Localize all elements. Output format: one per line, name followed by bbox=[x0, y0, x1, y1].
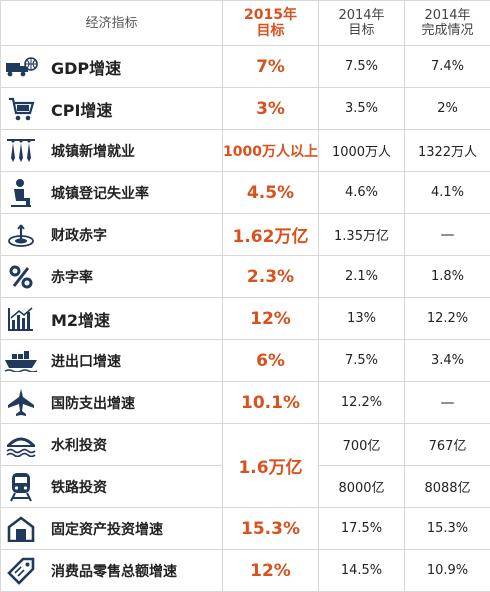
table-row: 国防支出增速 10.1% 12.2% — bbox=[1, 382, 490, 424]
target-2015-cell: 12% bbox=[223, 298, 319, 340]
target-2014-cell: 14.5% bbox=[319, 550, 405, 592]
actual-2014-cell: 1322万人 bbox=[405, 130, 490, 172]
shopping-cart-icon bbox=[1, 96, 41, 122]
bar-chart-icon bbox=[1, 306, 41, 332]
hanging-ties-icon bbox=[1, 137, 41, 165]
header-2015-target: 2015年 目标 bbox=[223, 1, 319, 46]
target-2015-cell: 3% bbox=[223, 88, 319, 130]
indicator-label: 水利投资 bbox=[41, 435, 107, 455]
actual-2014-cell: 7.4% bbox=[405, 46, 490, 88]
cargo-ship-icon bbox=[1, 350, 41, 372]
actual-2014-cell: 767亿 bbox=[405, 424, 490, 466]
truck-globe-icon bbox=[1, 55, 41, 79]
target-2015-cell: 15.3% bbox=[223, 508, 319, 550]
target-2014-cell: 13% bbox=[319, 298, 405, 340]
header-row: 经济指标 2015年 目标 2014年 目标 2014年 完成情况 bbox=[1, 1, 490, 46]
target-2014-cell: 1000万人 bbox=[319, 130, 405, 172]
factory-icon bbox=[1, 516, 41, 542]
actual-2014-cell: 8088亿 bbox=[405, 466, 490, 508]
indicator-label: 进出口增速 bbox=[41, 351, 121, 371]
table-row: M2增速 12% 13% 12.2% bbox=[1, 298, 490, 340]
target-2015-cell: 7% bbox=[223, 46, 319, 88]
table-row: 进出口增速 6% 7.5% 3.4% bbox=[1, 340, 490, 382]
table-row: 水利投资 1.6万亿 700亿 767亿 bbox=[1, 424, 490, 466]
table-row: GDP增速 7% 7.5% 7.4% bbox=[1, 46, 490, 88]
target-2014-cell: 12.2% bbox=[319, 382, 405, 424]
target-2014-cell: 7.5% bbox=[319, 340, 405, 382]
table-row: 消费品零售总额增速 12% 14.5% 10.9% bbox=[1, 550, 490, 592]
target-2015-cell: 4.5% bbox=[223, 172, 319, 214]
actual-2014-cell: 3.4% bbox=[405, 340, 490, 382]
target-2015-cell: 6% bbox=[223, 340, 319, 382]
table-row: 赤字率 2.3% 2.1% 1.8% bbox=[1, 256, 490, 298]
target-2014-cell: 7.5% bbox=[319, 46, 405, 88]
indicator-label: 固定资产投资增速 bbox=[41, 519, 163, 539]
target-2014-cell: 8000亿 bbox=[319, 466, 405, 508]
train-icon bbox=[1, 472, 41, 502]
sitting-person-icon bbox=[1, 178, 41, 208]
target-2015-cell: 1.62万亿 bbox=[223, 214, 319, 256]
indicator-label: 国防支出增速 bbox=[41, 393, 135, 413]
percent-icon bbox=[1, 265, 41, 289]
actual-2014-cell: — bbox=[405, 382, 490, 424]
table-row: 固定资产投资增速 15.3% 17.5% 15.3% bbox=[1, 508, 490, 550]
actual-2014-cell: 1.8% bbox=[405, 256, 490, 298]
indicator-label: M2增速 bbox=[41, 307, 110, 331]
indicator-label: 消费品零售总额增速 bbox=[41, 561, 177, 581]
target-2015-cell: 1000万人以上 bbox=[223, 130, 319, 172]
target-2015-cell: 12% bbox=[223, 550, 319, 592]
header-2014-actual: 2014年 完成情况 bbox=[405, 1, 490, 46]
target-2014-cell: 3.5% bbox=[319, 88, 405, 130]
table-row: 城镇新增就业 1000万人以上 1000万人 1322万人 bbox=[1, 130, 490, 172]
indicator-label: CPI增速 bbox=[41, 97, 112, 121]
target-arrow-icon bbox=[1, 222, 41, 248]
table-row: 财政赤字 1.62万亿 1.35万亿 — bbox=[1, 214, 490, 256]
target-2014-cell: 2.1% bbox=[319, 256, 405, 298]
actual-2014-cell: 10.9% bbox=[405, 550, 490, 592]
target-2014-cell: 700亿 bbox=[319, 424, 405, 466]
target-2015-cell: 10.1% bbox=[223, 382, 319, 424]
table-row: CPI增速 3% 3.5% 2% bbox=[1, 88, 490, 130]
header-2014-target: 2014年 目标 bbox=[319, 1, 405, 46]
target-2014-cell: 1.35万亿 bbox=[319, 214, 405, 256]
indicator-label: 城镇新增就业 bbox=[41, 141, 135, 161]
indicator-label: 赤字率 bbox=[41, 267, 93, 287]
actual-2014-cell: — bbox=[405, 214, 490, 256]
indicator-label: 铁路投资 bbox=[41, 477, 107, 497]
target-2015-cell: 1.6万亿 bbox=[223, 424, 319, 508]
actual-2014-cell: 15.3% bbox=[405, 508, 490, 550]
indicator-label: 城镇登记失业率 bbox=[41, 183, 149, 203]
actual-2014-cell: 12.2% bbox=[405, 298, 490, 340]
indicator-label: GDP增速 bbox=[41, 55, 121, 79]
target-2014-cell: 17.5% bbox=[319, 508, 405, 550]
target-2014-cell: 4.6% bbox=[319, 172, 405, 214]
target-2015-cell: 2.3% bbox=[223, 256, 319, 298]
header-indicator: 经济指标 bbox=[1, 1, 223, 46]
price-tag-icon bbox=[1, 557, 41, 585]
fighter-jet-icon bbox=[1, 388, 41, 418]
indicator-label: 财政赤字 bbox=[41, 225, 107, 245]
actual-2014-cell: 4.1% bbox=[405, 172, 490, 214]
water-bridge-icon bbox=[1, 433, 41, 457]
actual-2014-cell: 2% bbox=[405, 88, 490, 130]
table-row: 城镇登记失业率 4.5% 4.6% 4.1% bbox=[1, 172, 490, 214]
